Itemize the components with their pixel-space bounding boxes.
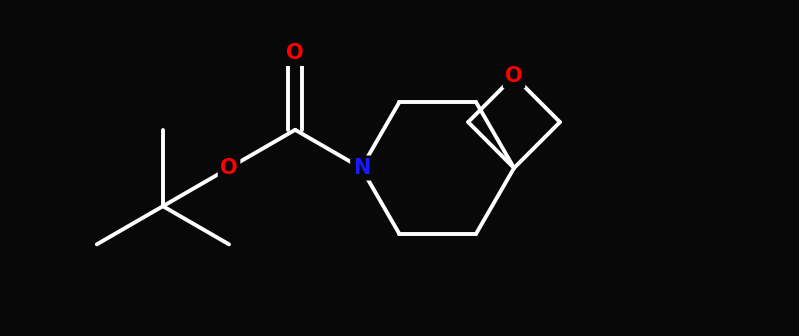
Text: O: O xyxy=(286,43,304,64)
Text: N: N xyxy=(352,158,370,178)
Text: O: O xyxy=(221,158,238,178)
Text: O: O xyxy=(505,66,523,86)
